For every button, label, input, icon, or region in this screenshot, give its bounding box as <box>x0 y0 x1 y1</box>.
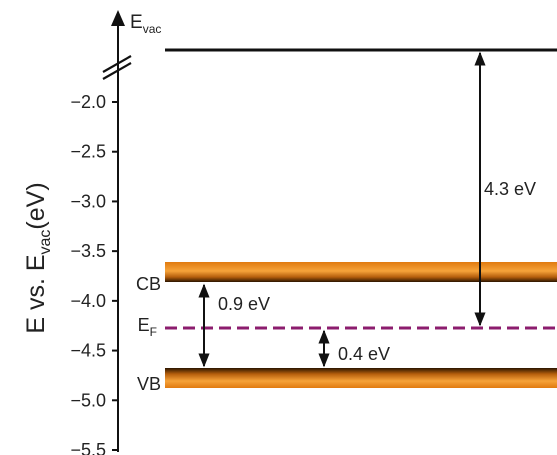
cb-label: CB <box>136 274 161 294</box>
y-axis-ticks: −2.0 −2.5 −3.0 −3.5 −4.0 −4.5 −5.0 −5.5 <box>70 92 118 455</box>
y-tick-label: −3.5 <box>70 241 106 261</box>
y-axis-title: E vs. Evac(eV) <box>22 182 54 333</box>
fermi-label: EF <box>138 315 157 339</box>
y-tick-label: −2.5 <box>70 142 106 162</box>
vb-label: VB <box>137 374 161 394</box>
y-tick-label: −2.0 <box>70 92 106 112</box>
y-tick-label: −5.5 <box>70 440 106 455</box>
conduction-band <box>165 262 557 282</box>
axis-break-mark <box>102 55 132 80</box>
fermi-to-vb-annotation: 0.4 eV <box>338 344 390 364</box>
work-function-annotation: 4.3 eV <box>484 179 536 199</box>
vacuum-axis-label: Evac <box>130 12 161 36</box>
y-axis-arrowhead <box>111 10 125 26</box>
y-tick-label: −4.0 <box>70 291 106 311</box>
y-tick-label: −4.5 <box>70 341 106 361</box>
valence-band <box>165 368 557 388</box>
bandgap-annotation: 0.9 eV <box>218 294 270 314</box>
y-tick-label: −5.0 <box>70 390 106 410</box>
y-tick-label: −3.0 <box>70 191 106 211</box>
